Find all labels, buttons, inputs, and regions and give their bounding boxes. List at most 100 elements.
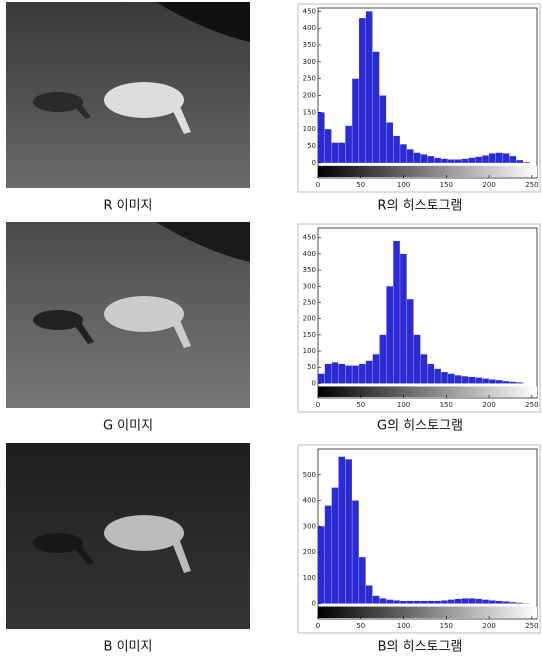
x-tick-label: 100 bbox=[397, 401, 410, 409]
bar bbox=[339, 364, 346, 383]
bar bbox=[332, 143, 339, 163]
bar bbox=[373, 354, 380, 383]
y-tick-label: 100 bbox=[303, 347, 316, 355]
y-tick-label: 350 bbox=[303, 41, 316, 49]
bar bbox=[345, 459, 352, 603]
y-tick-label: 400 bbox=[303, 250, 316, 258]
bar bbox=[489, 380, 496, 384]
chart-title: R의 히스토그램 bbox=[378, 199, 463, 214]
x-tick-label: 250 bbox=[525, 181, 538, 189]
y-tick-label: 150 bbox=[303, 331, 316, 339]
bar bbox=[434, 158, 441, 163]
bar bbox=[441, 372, 448, 383]
bar bbox=[407, 149, 414, 162]
bar bbox=[386, 286, 393, 383]
bar bbox=[503, 601, 510, 603]
y-tick-label: 200 bbox=[303, 548, 316, 556]
x-tick-label: 200 bbox=[482, 401, 495, 409]
bar bbox=[441, 600, 448, 603]
bar bbox=[421, 354, 428, 383]
bar bbox=[325, 506, 332, 604]
x-tick-label: 100 bbox=[397, 181, 410, 189]
bar bbox=[496, 601, 503, 604]
bar bbox=[386, 600, 393, 604]
bar bbox=[332, 488, 339, 604]
bar bbox=[332, 362, 339, 383]
bar bbox=[393, 600, 400, 603]
bar bbox=[339, 143, 346, 163]
y-tick-label: 450 bbox=[303, 234, 316, 242]
intensity-bar bbox=[318, 607, 537, 618]
y-tick-label: 350 bbox=[303, 266, 316, 274]
bar bbox=[462, 159, 469, 163]
bar bbox=[345, 126, 352, 163]
bar bbox=[352, 79, 359, 163]
intensity-bar bbox=[318, 166, 537, 177]
bar bbox=[393, 241, 400, 383]
image-r bbox=[6, 2, 250, 188]
x-tick-label: 200 bbox=[482, 622, 495, 630]
y-tick-label: 200 bbox=[303, 315, 316, 323]
x-tick-label: 250 bbox=[525, 401, 538, 409]
image-caption: R 이미지 bbox=[103, 199, 152, 214]
y-tick-label: 400 bbox=[303, 497, 316, 505]
bar bbox=[359, 18, 366, 163]
bar bbox=[510, 156, 517, 163]
bar bbox=[455, 375, 462, 383]
bar bbox=[489, 600, 496, 603]
y-tick-label: 300 bbox=[303, 282, 316, 290]
image-b bbox=[6, 443, 250, 629]
x-tick-label: 250 bbox=[525, 622, 538, 630]
bar bbox=[352, 366, 359, 384]
bar bbox=[503, 153, 510, 162]
bar bbox=[448, 600, 455, 604]
bar bbox=[482, 155, 489, 162]
x-tick-label: 50 bbox=[356, 181, 365, 189]
bar bbox=[366, 361, 373, 384]
y-tick-label: 0 bbox=[312, 159, 316, 167]
bar bbox=[516, 160, 523, 163]
bar bbox=[455, 599, 462, 604]
bar bbox=[441, 159, 448, 163]
bar bbox=[373, 596, 380, 604]
chart-title: B의 히스토그램 bbox=[378, 640, 463, 655]
x-tick-label: 50 bbox=[356, 622, 365, 630]
bar bbox=[393, 136, 400, 163]
bar bbox=[421, 154, 428, 162]
x-tick-label: 150 bbox=[440, 622, 453, 630]
bar bbox=[428, 364, 435, 383]
bar bbox=[339, 457, 346, 604]
bar bbox=[386, 122, 393, 162]
bar bbox=[510, 382, 517, 384]
bar bbox=[318, 112, 325, 162]
bar bbox=[434, 369, 441, 384]
bar bbox=[448, 374, 455, 384]
x-tick-label: 0 bbox=[316, 181, 320, 189]
y-tick-label: 400 bbox=[303, 24, 316, 32]
bar bbox=[496, 153, 503, 163]
bar bbox=[366, 586, 373, 604]
x-tick-label: 100 bbox=[397, 622, 410, 630]
bar bbox=[359, 364, 366, 383]
bar bbox=[428, 601, 435, 604]
bar bbox=[400, 144, 407, 163]
image-g bbox=[6, 222, 250, 408]
intensity-bar bbox=[318, 386, 537, 397]
y-tick-label: 0 bbox=[312, 379, 316, 387]
bar bbox=[489, 153, 496, 162]
bar bbox=[482, 379, 489, 384]
bar bbox=[428, 156, 435, 163]
bar bbox=[380, 598, 387, 603]
y-tick-label: 150 bbox=[303, 108, 316, 116]
bar bbox=[414, 601, 421, 604]
x-tick-label: 150 bbox=[440, 401, 453, 409]
y-tick-label: 300 bbox=[303, 58, 316, 66]
image-caption: B 이미지 bbox=[104, 640, 153, 655]
bar bbox=[318, 526, 325, 603]
bar bbox=[421, 601, 428, 604]
bar bbox=[400, 601, 407, 604]
bar bbox=[448, 159, 455, 162]
bar bbox=[482, 600, 489, 604]
x-tick-label: 0 bbox=[316, 401, 320, 409]
